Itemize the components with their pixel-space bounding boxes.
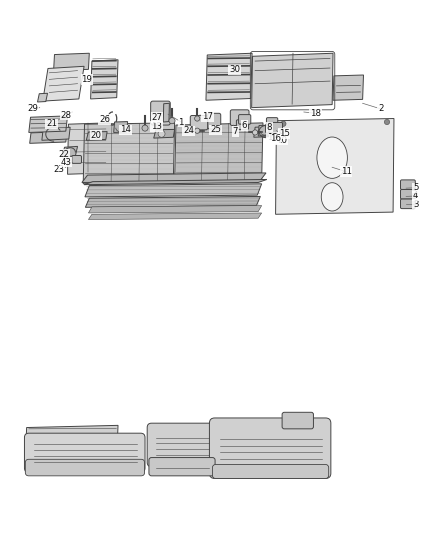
FancyBboxPatch shape [237, 120, 249, 130]
Polygon shape [62, 147, 78, 157]
Polygon shape [252, 53, 333, 108]
Text: 19: 19 [81, 75, 92, 84]
Polygon shape [258, 125, 272, 136]
FancyBboxPatch shape [208, 114, 221, 129]
Text: 21: 21 [46, 119, 57, 128]
Polygon shape [53, 53, 89, 71]
Polygon shape [43, 66, 84, 101]
Polygon shape [333, 75, 364, 100]
FancyBboxPatch shape [282, 413, 314, 429]
Polygon shape [67, 123, 108, 174]
Polygon shape [114, 122, 127, 133]
Polygon shape [30, 132, 67, 143]
Polygon shape [254, 126, 278, 137]
Text: 29: 29 [27, 104, 38, 114]
Text: 26: 26 [99, 115, 110, 124]
Polygon shape [91, 60, 118, 99]
FancyBboxPatch shape [212, 465, 328, 479]
Polygon shape [38, 93, 47, 102]
FancyBboxPatch shape [400, 189, 415, 199]
Text: 13: 13 [151, 122, 162, 131]
Text: 15: 15 [279, 129, 290, 138]
Text: 5: 5 [413, 183, 418, 192]
Polygon shape [85, 184, 261, 197]
Text: 2: 2 [378, 104, 384, 114]
Polygon shape [86, 132, 107, 140]
Circle shape [385, 119, 390, 125]
Text: 16: 16 [270, 134, 281, 143]
Polygon shape [85, 197, 260, 207]
FancyBboxPatch shape [230, 110, 249, 125]
Text: 8: 8 [267, 123, 272, 132]
Polygon shape [206, 53, 252, 100]
Circle shape [194, 116, 200, 121]
Polygon shape [25, 425, 118, 460]
Polygon shape [42, 127, 70, 140]
Circle shape [194, 128, 200, 133]
Polygon shape [88, 213, 261, 220]
FancyBboxPatch shape [151, 101, 170, 125]
Polygon shape [163, 103, 170, 122]
Polygon shape [175, 123, 263, 182]
FancyBboxPatch shape [239, 115, 251, 124]
Polygon shape [88, 206, 261, 213]
FancyBboxPatch shape [400, 180, 415, 189]
Circle shape [281, 121, 286, 126]
Circle shape [91, 133, 98, 140]
Polygon shape [29, 116, 67, 133]
Text: 12: 12 [267, 133, 278, 142]
Text: 20: 20 [91, 131, 102, 140]
FancyBboxPatch shape [265, 124, 277, 133]
Text: 11: 11 [341, 167, 352, 176]
Text: 18: 18 [310, 109, 321, 118]
Text: 1: 1 [178, 117, 184, 126]
FancyBboxPatch shape [266, 118, 278, 126]
Circle shape [158, 130, 165, 137]
Text: 22: 22 [58, 150, 69, 159]
Polygon shape [276, 118, 394, 214]
FancyBboxPatch shape [149, 457, 215, 476]
Text: 9: 9 [279, 130, 284, 138]
Text: 4: 4 [413, 191, 418, 200]
Polygon shape [28, 436, 141, 469]
Ellipse shape [321, 183, 343, 211]
Text: 3: 3 [413, 200, 418, 209]
FancyBboxPatch shape [190, 116, 208, 130]
Text: 30: 30 [229, 65, 240, 74]
Circle shape [253, 130, 258, 135]
Polygon shape [83, 123, 175, 184]
Ellipse shape [317, 137, 347, 179]
Polygon shape [84, 180, 267, 184]
Text: 23: 23 [53, 165, 64, 174]
Text: 28: 28 [61, 110, 72, 119]
FancyBboxPatch shape [209, 418, 331, 479]
Text: 14: 14 [120, 125, 131, 134]
Circle shape [142, 125, 148, 131]
Circle shape [169, 118, 175, 124]
Text: 10: 10 [276, 136, 287, 145]
Text: 24: 24 [183, 126, 194, 135]
FancyBboxPatch shape [147, 423, 217, 467]
Text: 17: 17 [202, 112, 213, 121]
Text: 43: 43 [60, 158, 71, 166]
FancyBboxPatch shape [25, 459, 145, 476]
FancyBboxPatch shape [72, 156, 81, 163]
Polygon shape [82, 173, 266, 182]
Text: 27: 27 [152, 113, 162, 122]
FancyBboxPatch shape [269, 123, 283, 133]
Text: 7: 7 [233, 127, 238, 136]
Text: 6: 6 [241, 121, 247, 130]
FancyBboxPatch shape [400, 199, 415, 208]
FancyBboxPatch shape [25, 433, 145, 472]
Polygon shape [154, 130, 175, 138]
Text: 25: 25 [210, 125, 221, 134]
